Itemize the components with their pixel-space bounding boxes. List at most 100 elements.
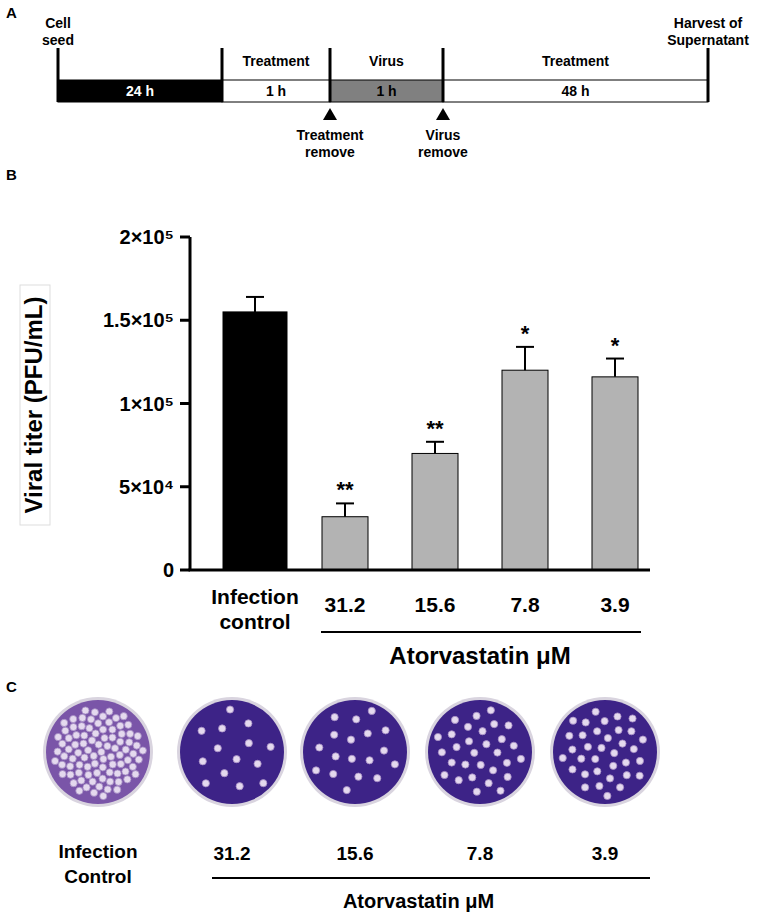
plaque [619, 740, 626, 747]
plaque [601, 718, 608, 725]
plaque [85, 771, 92, 778]
well-label: 31.2 [214, 843, 251, 864]
plaques [559, 708, 646, 799]
plaque [569, 746, 576, 753]
plaque [69, 755, 76, 762]
plaque [353, 716, 360, 723]
duration: 24 h [126, 83, 154, 99]
plaque [117, 738, 124, 745]
end-label: Harvest ofSupernatant [667, 15, 749, 48]
group-line [321, 631, 641, 633]
error-cap [246, 296, 264, 298]
plaque [76, 787, 83, 794]
plaque [331, 714, 338, 721]
plaque [517, 755, 524, 762]
plaque [75, 769, 82, 776]
well-rim [177, 697, 287, 807]
timeline-divider [221, 48, 224, 102]
y-tick [180, 569, 190, 572]
plaque [464, 723, 471, 730]
plaque [65, 735, 72, 742]
plaque [98, 748, 105, 755]
well-label: 3.9 [592, 843, 618, 864]
plaque [584, 743, 591, 750]
y-tick-label: 1×10⁵ [120, 393, 174, 415]
well [553, 700, 657, 804]
label-line: Treatment [297, 127, 364, 143]
plaque [107, 753, 114, 760]
plaque [51, 757, 58, 764]
well [46, 700, 150, 804]
plaque [622, 759, 629, 766]
plaque [132, 771, 139, 778]
plaque [623, 772, 630, 779]
plaque [592, 755, 599, 762]
panel-label: B [6, 166, 17, 183]
timeline-segment [58, 80, 222, 102]
plaque [129, 763, 136, 770]
plaque [54, 748, 61, 755]
plaque [95, 720, 102, 727]
y-tick [180, 402, 190, 405]
x-axis-title: Atorvastatin μM [389, 642, 570, 669]
plaque [79, 714, 86, 721]
plaque [106, 769, 113, 776]
plaque [114, 786, 121, 793]
duration: 1 h [266, 83, 286, 99]
well-rim [300, 697, 410, 807]
label-line: seed [42, 32, 74, 48]
event-label: Treatmentremove [297, 127, 364, 160]
timeline-divider [329, 48, 332, 102]
plaque [569, 766, 576, 773]
plaque [104, 786, 111, 793]
well [303, 700, 407, 804]
duration: 1 h [376, 83, 396, 99]
well-rim [550, 697, 660, 807]
plaque [245, 740, 252, 747]
x-tick-label: 31.2 [325, 593, 366, 616]
label-line: Supernatant [667, 32, 749, 48]
error-stem [344, 503, 346, 516]
plaque [498, 736, 505, 743]
plaque [610, 762, 617, 769]
plaque [636, 757, 643, 764]
plaque [115, 778, 122, 785]
plaque [471, 749, 478, 756]
plaque [88, 737, 95, 744]
plaque [604, 792, 611, 799]
plaque [122, 768, 129, 775]
x-axis [189, 569, 651, 572]
plaque [598, 744, 605, 751]
plaque [582, 719, 589, 726]
plaque [462, 761, 469, 768]
plaque [448, 759, 455, 766]
plaque [199, 758, 206, 765]
event-arrow [323, 108, 337, 120]
plaque [579, 732, 586, 739]
plaque [114, 770, 121, 777]
well [180, 700, 284, 804]
error-cap [606, 358, 624, 360]
well-label: 7.8 [467, 843, 493, 864]
significance: ** [336, 477, 354, 502]
plaque [99, 775, 106, 782]
plaque [58, 761, 65, 768]
plaque [90, 789, 97, 796]
significance: ** [426, 416, 444, 441]
plaque [391, 761, 398, 768]
plaque [118, 730, 125, 737]
plaque [226, 706, 233, 713]
plaque [87, 716, 94, 723]
plaque [221, 770, 228, 777]
bar [322, 517, 368, 570]
plaque [260, 780, 267, 787]
plaque [505, 722, 512, 729]
plaque [101, 734, 108, 741]
plaque [99, 726, 106, 733]
error-stem [614, 359, 616, 377]
plaque [614, 713, 621, 720]
x-tick-label: Infectioncontrol [211, 585, 299, 633]
label-line: remove [418, 144, 468, 160]
plaque [126, 730, 133, 737]
plaque [70, 715, 77, 722]
